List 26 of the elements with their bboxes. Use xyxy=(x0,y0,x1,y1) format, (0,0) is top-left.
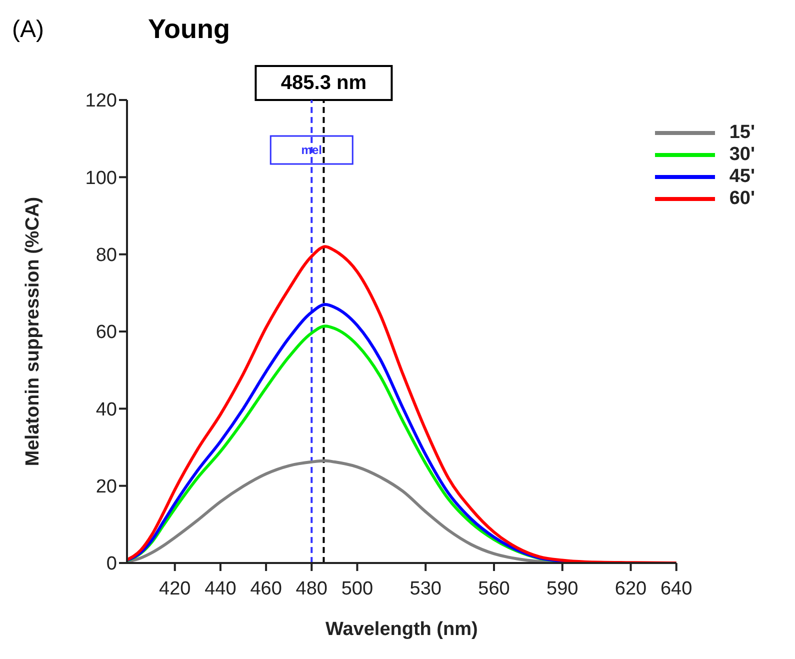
x-tick-label: 530 xyxy=(410,578,442,600)
y-tick-label: 40 xyxy=(96,399,117,420)
chart-title: Young xyxy=(148,14,230,45)
x-axis-title: Wavelength (nm) xyxy=(325,619,478,640)
legend-label: 60' xyxy=(729,188,755,210)
x-tick-label: 500 xyxy=(341,578,374,600)
x-tick-label: 560 xyxy=(478,578,510,600)
legend-label: 30' xyxy=(729,144,755,166)
y-axis-title: Melatonin suppression (%CA) xyxy=(22,196,44,466)
x-tick-label: 460 xyxy=(250,578,282,600)
y-tick-label: 120 xyxy=(85,90,117,112)
y-tick-label: 80 xyxy=(96,245,117,266)
y-tick-label: 100 xyxy=(85,168,117,189)
x-tick-label: 620 xyxy=(614,578,647,600)
text: (A) xyxy=(12,16,44,44)
y-tick-label: 0 xyxy=(106,554,117,575)
y-tick-label: 20 xyxy=(96,476,117,498)
ref-line-label: 485.3 nm xyxy=(280,72,367,94)
y-tick-label: 60 xyxy=(96,322,117,344)
legend-label: 45' xyxy=(729,166,755,188)
x-tick-label: 420 xyxy=(159,578,191,600)
x-tick-label: 480 xyxy=(296,578,328,600)
legend-label: 15' xyxy=(729,122,755,144)
x-tick-label: 590 xyxy=(546,578,578,600)
x-tick-label: 640 xyxy=(660,578,692,600)
x-tick-label: 440 xyxy=(204,578,236,600)
